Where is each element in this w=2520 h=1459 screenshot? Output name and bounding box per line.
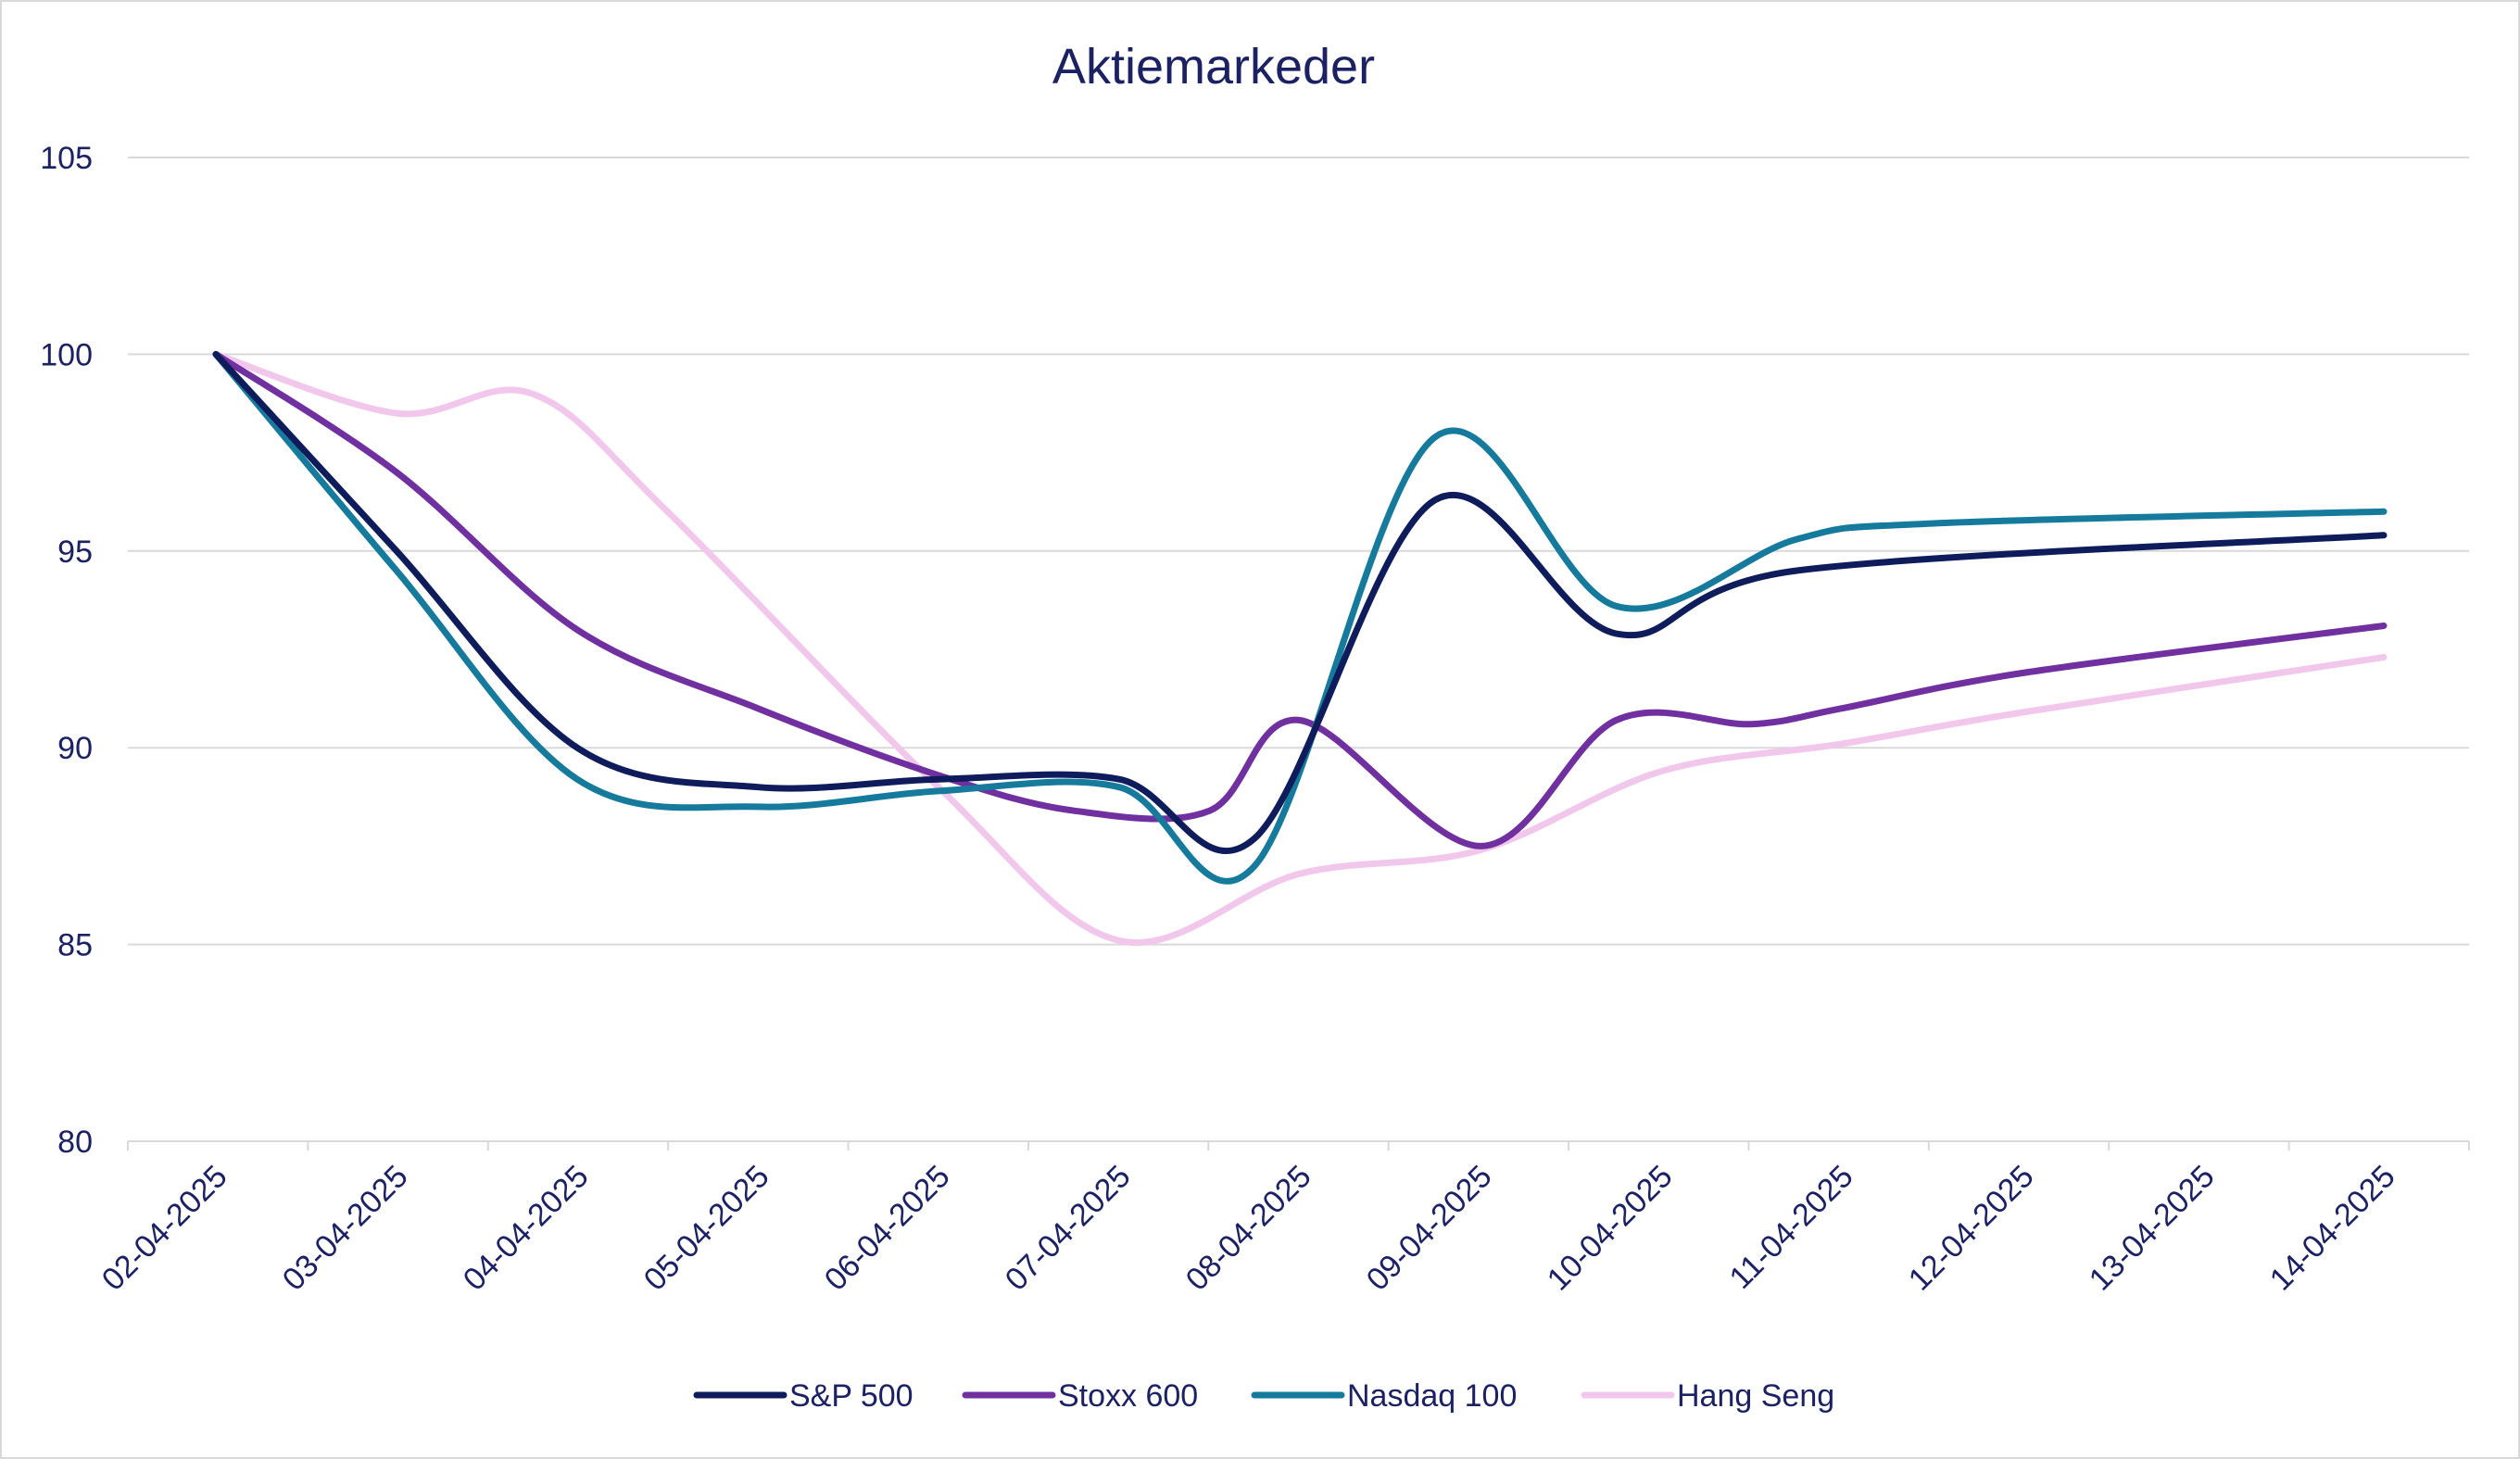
x-tick-label: 07-04-2025 (999, 1159, 1138, 1298)
legend-label: Stoxx 600 (1058, 1378, 1198, 1414)
series-line-3 (212, 350, 2388, 946)
x-tick-label: 13-04-2025 (2083, 1159, 2222, 1298)
x-tick-label: 11-04-2025 (1723, 1159, 1860, 1296)
series-line-0 (212, 350, 2388, 855)
x-tick-label: 10-04-2025 (1541, 1159, 1680, 1298)
legend-label: Nasdaq 100 (1347, 1378, 1517, 1414)
series-line-1 (212, 350, 2388, 849)
y-tick-label: 105 (40, 141, 93, 176)
x-tick-label: 03-04-2025 (276, 1159, 415, 1298)
x-tick-label: 06-04-2025 (818, 1159, 957, 1298)
x-tick-label: 02-04-2025 (95, 1159, 234, 1298)
series-lines (212, 350, 2388, 946)
gridlines (128, 157, 2469, 946)
series-line-2 (212, 350, 2388, 885)
y-axis-ticks: 80 85 90 95 100 105 (40, 141, 93, 1160)
x-axis (127, 1140, 2470, 1151)
legend: S&P 500 Stoxx 600 Nasdaq 100 Hang Seng (693, 1378, 1834, 1414)
x-tick-label: 04-04-2025 (457, 1159, 596, 1298)
y-tick-label: 80 (57, 1125, 93, 1160)
x-tick-label: 08-04-2025 (1179, 1159, 1318, 1298)
y-tick-label: 90 (57, 731, 93, 766)
x-axis-ticks: 02-04-2025 03-04-2025 04-04-2025 05-04-2025… (95, 1159, 2402, 1298)
x-tick-label: 09-04-2025 (1360, 1159, 1499, 1298)
legend-label: Hang Seng (1677, 1378, 1834, 1414)
chart-title: Aktiemarkeder (1052, 39, 1375, 94)
y-tick-label: 85 (57, 928, 93, 963)
x-tick-label: 12-04-2025 (1902, 1159, 2041, 1298)
legend-label: S&P 500 (789, 1378, 914, 1414)
y-tick-label: 100 (40, 337, 93, 372)
x-tick-label: 05-04-2025 (637, 1159, 776, 1298)
x-tick-label: 14-04-2025 (2263, 1159, 2402, 1298)
y-tick-label: 95 (57, 535, 93, 570)
